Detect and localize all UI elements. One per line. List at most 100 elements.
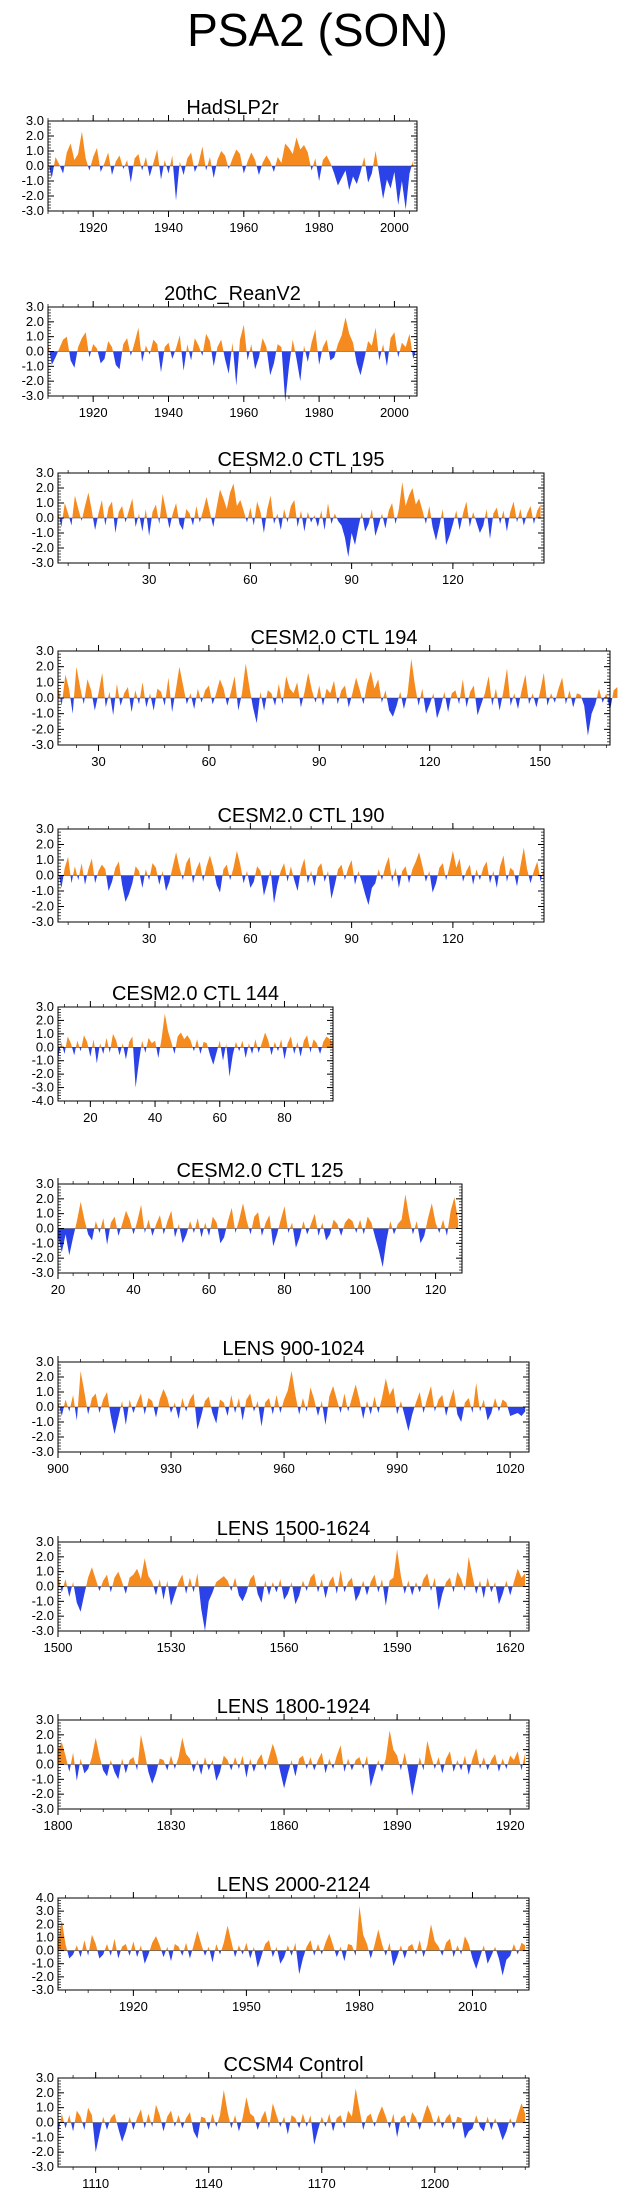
- y-tick-label: -3.0: [32, 1801, 54, 1816]
- chart-title: LENS 2000-2124: [217, 1874, 370, 1896]
- x-tick-label: 1530: [157, 1640, 186, 1655]
- negative-area: [58, 1047, 333, 1088]
- negative-area: [58, 2122, 526, 2153]
- y-tick-label: 1.0: [36, 2100, 54, 2115]
- x-tick-label: 1140: [195, 2176, 223, 2191]
- chart-title: CESM2.0 CTL 194: [250, 627, 417, 649]
- y-tick-label: 3.0: [36, 1354, 54, 1369]
- y-tick-label: -2.0: [32, 1066, 54, 1081]
- y-tick-label: -2.0: [22, 188, 44, 203]
- chart-title: LENS 900-1024: [222, 1338, 364, 1360]
- y-tick-label: 3.0: [36, 2070, 54, 2085]
- y-tick-label: 1.0: [36, 1929, 54, 1944]
- y-tick-label: 1.0: [36, 1206, 54, 1221]
- y-tick-label: 3.0: [36, 821, 54, 836]
- positive-area: [48, 131, 414, 166]
- y-tick-label: -3.0: [32, 555, 54, 570]
- x-tick-label: 120: [425, 1282, 447, 1297]
- positive-area: [58, 1013, 333, 1048]
- y-tick-label: 3.0: [26, 113, 44, 128]
- positive-area: [48, 317, 417, 352]
- chart-title: CCSM4 Control: [223, 2054, 363, 2076]
- x-tick-label: 120: [442, 931, 464, 946]
- negative-area: [48, 351, 417, 402]
- y-tick-label: -1.0: [32, 1593, 54, 1608]
- y-tick-label: 1.0: [26, 143, 44, 158]
- chart-title: LENS 1500-1624: [217, 1518, 370, 1540]
- chart-panel-3: CESM2.0 CTL 195 3.02.01.00.0-1.0-2.0-3.0 3…: [32, 449, 545, 587]
- y-tick-label: -3.0: [32, 914, 54, 929]
- y-tick-label: -1.0: [32, 525, 54, 540]
- x-tick-label: 120: [442, 572, 464, 587]
- x-tick-label: 150: [529, 754, 551, 769]
- y-tick-label: 2.0: [36, 1916, 54, 1931]
- y-tick-label: 1.0: [26, 329, 44, 344]
- y-tick-label: -4.0: [32, 1093, 54, 1108]
- x-tick-label: 90: [344, 931, 358, 946]
- chart-title: CESM2.0 CTL 190: [217, 805, 384, 827]
- x-tick-label: 1560: [270, 1640, 299, 1655]
- x-tick-label: 1170: [308, 2176, 336, 2191]
- y-tick-label: -1.0: [32, 2129, 54, 2144]
- x-tick-label: 30: [142, 931, 156, 946]
- x-tick-label: 30: [142, 572, 156, 587]
- y-tick-label: 1.0: [36, 852, 54, 867]
- y-tick-label: 0.0: [36, 1399, 54, 1414]
- x-tick-label: 1110: [82, 2176, 109, 2191]
- x-tick-label: 1860: [270, 1818, 299, 1833]
- y-tick-label: 2.0: [36, 480, 54, 495]
- x-tick-label: 60: [243, 572, 257, 587]
- y-tick-label: -2.0: [32, 899, 54, 914]
- x-tick-label: 1200: [420, 2176, 449, 2191]
- y-tick-label: 0.0: [36, 690, 54, 705]
- y-tick-label: 3.0: [36, 999, 54, 1014]
- y-tick-label: 3.0: [36, 643, 54, 658]
- positive-area: [58, 847, 544, 876]
- chart-panel-10: LENS 1800-1924 3.02.01.00.0-1.0-2.0-3.0 18…: [32, 1696, 530, 1833]
- y-tick-label: 1.0: [36, 1026, 54, 1041]
- x-tick-label: 60: [213, 1110, 227, 1125]
- y-tick-label: 3.0: [36, 1712, 54, 1727]
- y-tick-label: 2.0: [36, 1012, 54, 1027]
- y-tick-label: -3.0: [32, 1623, 54, 1638]
- chart-panel-12: CCSM4 Control 3.02.01.00.0-1.0-2.0-3.0 111…: [32, 2054, 530, 2191]
- y-tick-label: 2.0: [36, 1549, 54, 1564]
- chart-title: 20thC_ReanV2: [164, 283, 301, 305]
- y-tick-label: 3.0: [36, 1903, 54, 1918]
- y-tick-label: -2.0: [32, 540, 54, 555]
- x-tick-label: 1980: [305, 405, 334, 420]
- y-tick-label: -2.0: [22, 373, 44, 388]
- x-tick-label: 40: [126, 1282, 140, 1297]
- chart-panel-11: LENS 2000-2124 4.03.02.01.00.0-1.0-2.0-3.…: [32, 1874, 530, 2014]
- chart-title: CESM2.0 CTL 125: [176, 1160, 343, 1182]
- plot-frame: [57, 1006, 334, 1102]
- x-tick-label: 1890: [383, 1818, 412, 1833]
- x-tick-label: 2000: [380, 405, 409, 420]
- x-tick-label: 1960: [229, 405, 258, 420]
- x-tick-label: 90: [312, 754, 326, 769]
- x-tick-label: 1620: [496, 1640, 525, 1655]
- y-tick-label: -3.0: [32, 1982, 54, 1997]
- x-tick-label: 20: [83, 1110, 97, 1125]
- y-tick-label: -2.0: [32, 1250, 54, 1265]
- x-tick-label: 1590: [383, 1640, 412, 1655]
- y-tick-label: -1.0: [22, 173, 44, 188]
- x-tick-label: 1950: [232, 1999, 261, 2014]
- negative-area: [48, 166, 414, 210]
- y-tick-label: -3.0: [32, 2159, 54, 2174]
- y-tick-label: 0.0: [36, 1757, 54, 1772]
- y-tick-label: -1.0: [32, 1956, 54, 1971]
- negative-area: [58, 698, 618, 736]
- y-tick-label: -1.0: [32, 706, 54, 721]
- chart-title: HadSLP2r: [186, 97, 279, 119]
- x-tick-label: 20: [51, 1282, 65, 1297]
- x-tick-label: 1980: [345, 1999, 374, 2014]
- y-tick-label: 0.0: [36, 1039, 54, 1054]
- y-tick-label: 2.0: [36, 1369, 54, 1384]
- chart-panel-9: LENS 1500-1624 3.02.01.00.0-1.0-2.0-3.0 15…: [32, 1518, 530, 1655]
- x-tick-label: 2000: [380, 220, 409, 235]
- chart-panel-5: CESM2.0 CTL 190 3.02.01.00.0-1.0-2.0-3.0 3…: [32, 805, 545, 946]
- y-tick-label: 3.0: [36, 465, 54, 480]
- y-tick-label: 2.0: [26, 314, 44, 329]
- x-tick-label: 1920: [79, 405, 108, 420]
